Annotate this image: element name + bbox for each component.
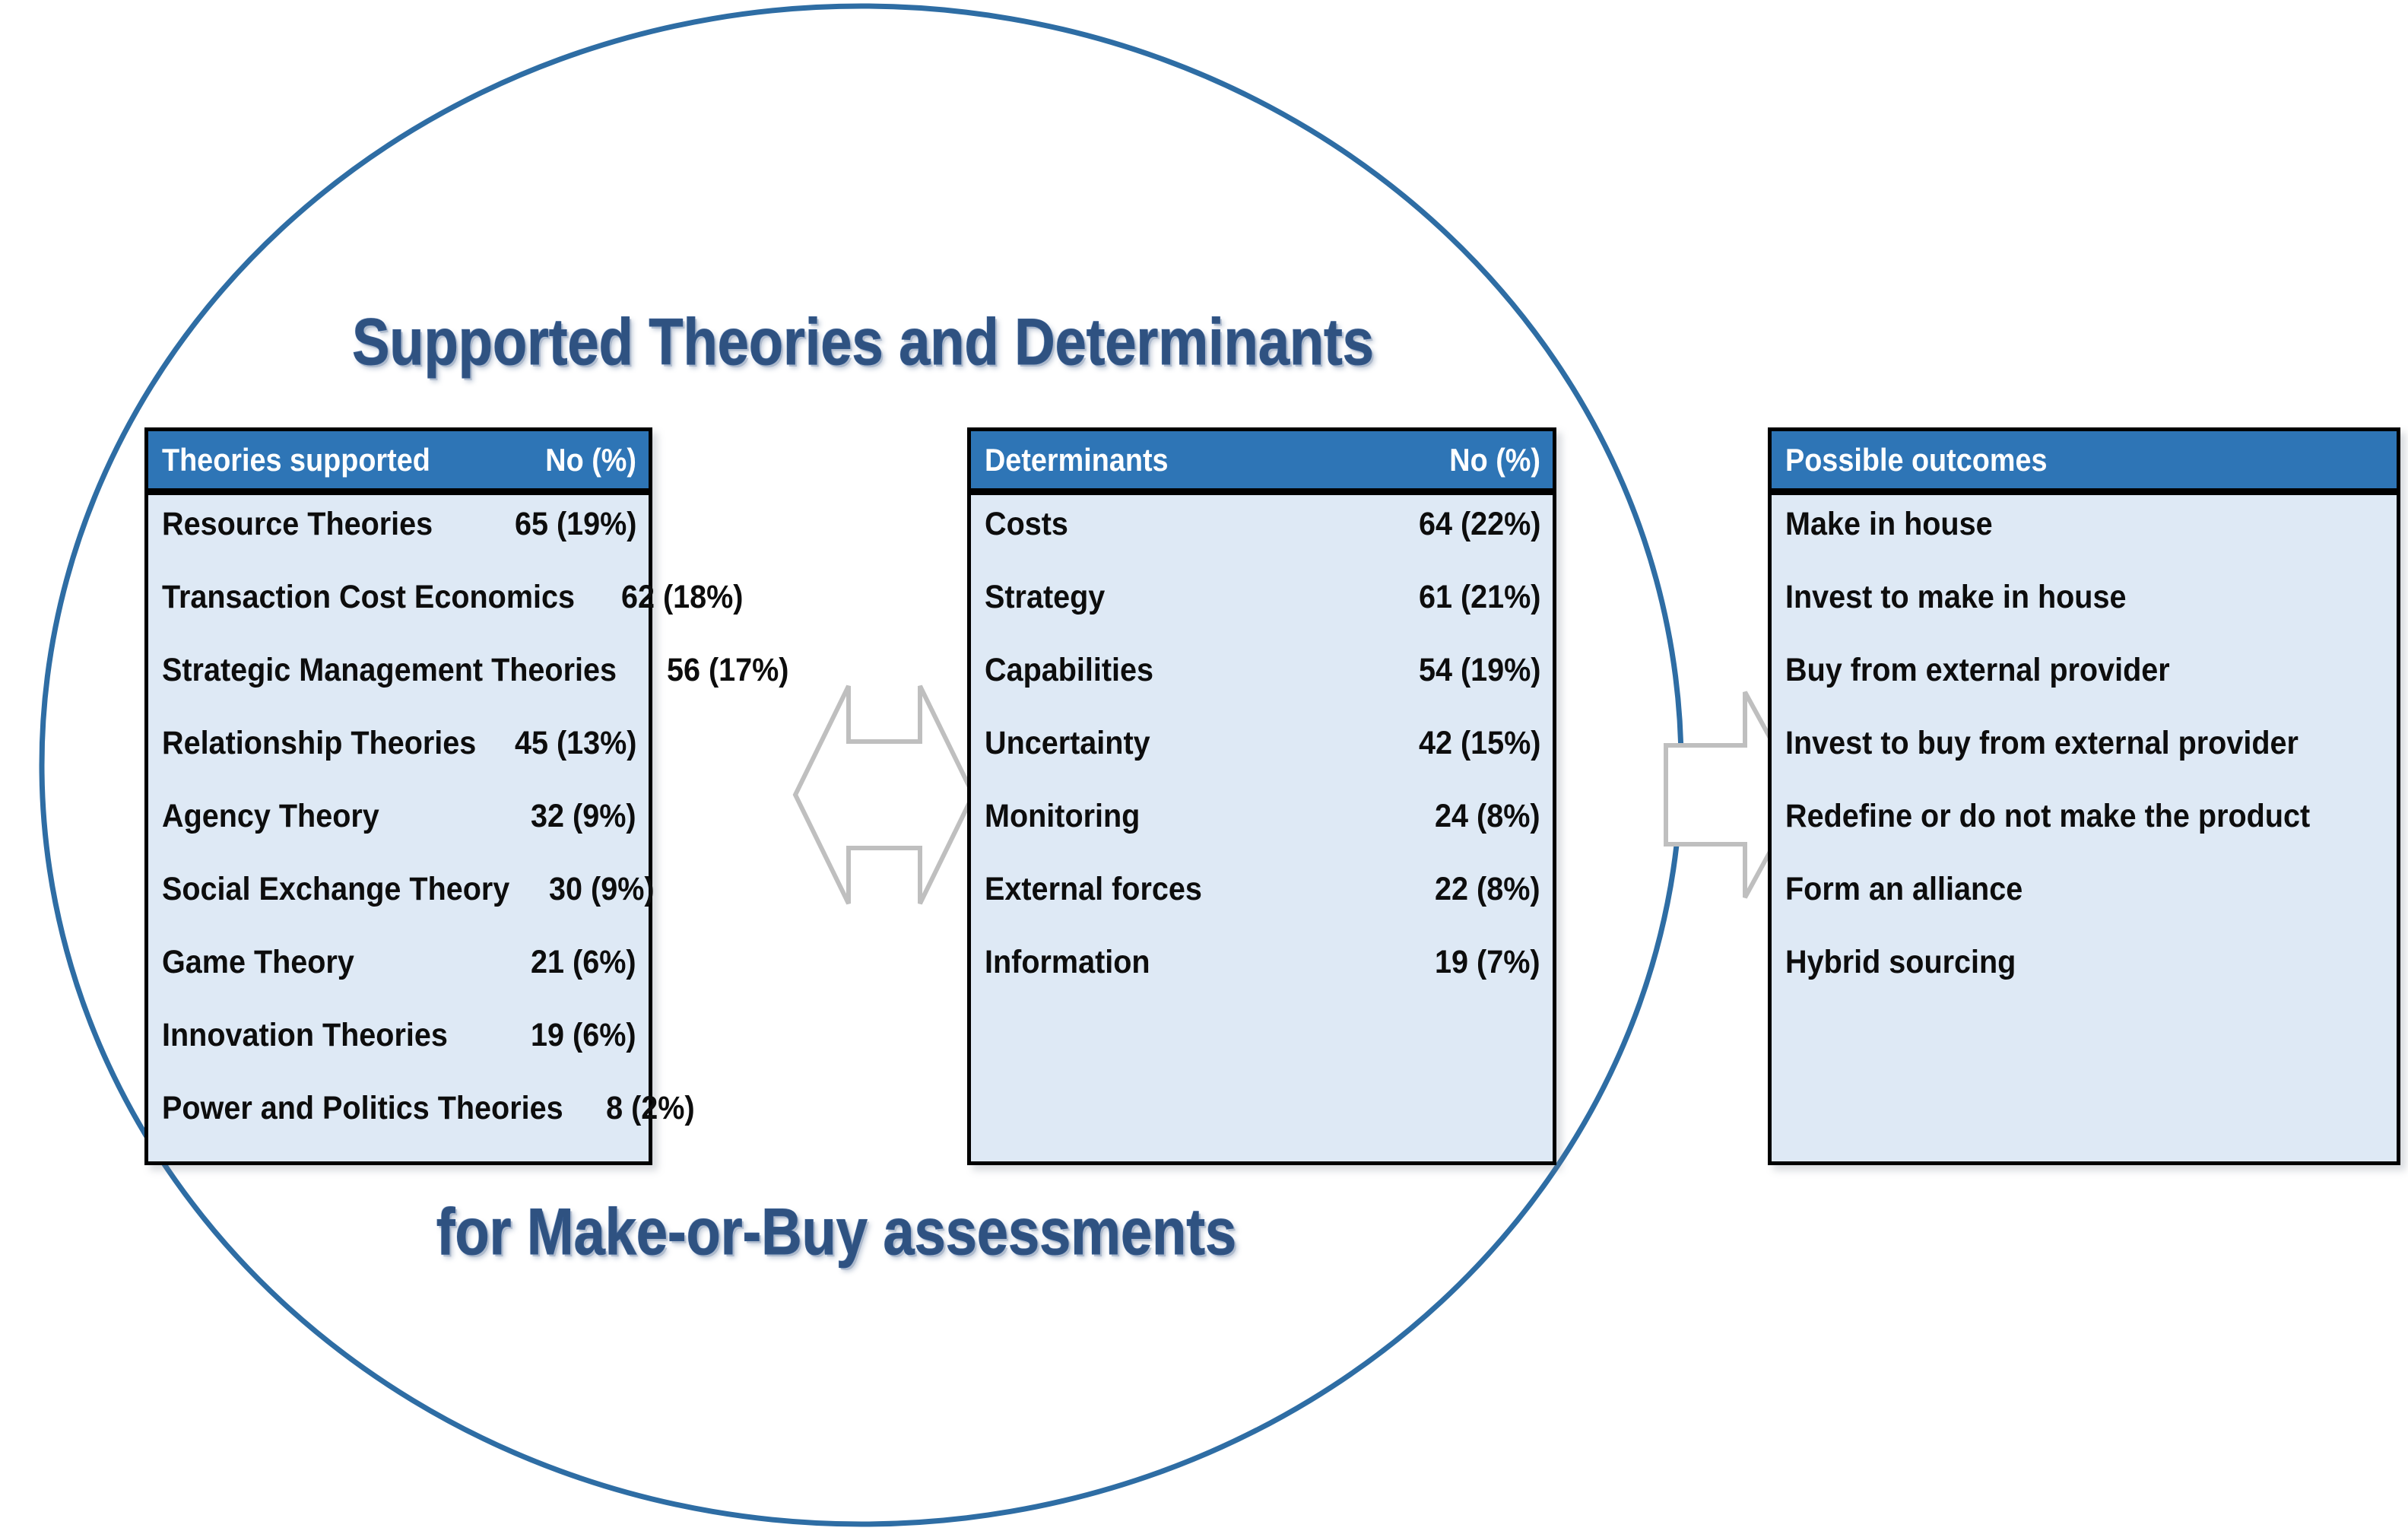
row-label: Uncertainty	[985, 725, 1150, 761]
outcomes-panel: Possible outcomes Make in house Invest t…	[1768, 427, 2400, 1165]
row-label: Strategy	[985, 579, 1106, 615]
row-label: Invest to buy from external provider	[1785, 725, 2299, 761]
theories-header-label: Theories supported	[162, 441, 430, 478]
row-label: Resource Theories	[162, 506, 433, 542]
row-label: Form an alliance	[1785, 871, 2023, 907]
theories-panel-body: Resource Theories 65 (19%) Transaction C…	[148, 495, 788, 1170]
row-label: Make in house	[1785, 506, 1993, 542]
outcomes-header-label: Possible outcomes	[1785, 441, 2048, 478]
row-label: Hybrid sourcing	[1785, 944, 2016, 980]
row-label: Relationship Theories	[162, 725, 477, 761]
row-label: Costs	[985, 506, 1068, 542]
list-item: Invest to buy from external provider	[1785, 725, 2384, 798]
table-row: Power and Politics Theories 8 (2%)	[162, 1090, 694, 1163]
table-row: Information 19 (7%)	[985, 944, 1540, 1017]
row-value: 64 (22%)	[1418, 506, 1540, 542]
determinants-panel: Determinants No (%) Costs 64 (22%) Strat…	[967, 427, 1556, 1165]
table-row: External forces 22 (8%)	[985, 871, 1540, 944]
determinants-header-label: Determinants	[985, 441, 1169, 478]
row-value: 56 (17%)	[666, 652, 789, 688]
outcomes-panel-header: Possible outcomes	[1772, 431, 2397, 495]
theories-header-value: No (%)	[545, 441, 636, 478]
row-label: Monitoring	[985, 798, 1141, 834]
determinants-panel-header: Determinants No (%)	[971, 431, 1553, 495]
table-row: Innovation Theories 19 (6%)	[162, 1017, 636, 1090]
list-item: Buy from external provider	[1785, 652, 2384, 725]
row-label: Innovation Theories	[162, 1017, 448, 1053]
row-value: 45 (13%)	[514, 725, 636, 761]
row-value: 42 (15%)	[1418, 725, 1540, 761]
list-item: Invest to make in house	[1785, 579, 2384, 652]
table-row: Relationship Theories 45 (13%)	[162, 725, 636, 798]
row-label: Game Theory	[162, 944, 354, 980]
row-label: Power and Politics Theories	[162, 1090, 563, 1126]
table-row: Agency Theory 32 (9%)	[162, 798, 636, 871]
list-item: Make in house	[1785, 506, 2384, 579]
row-value: 61 (21%)	[1418, 579, 1540, 615]
row-value: 19 (7%)	[1435, 944, 1540, 980]
row-value: 21 (6%)	[531, 944, 636, 980]
table-row: Uncertainty 42 (15%)	[985, 725, 1540, 798]
row-label: Social Exchange Theory	[162, 871, 510, 907]
row-label: Redefine or do not make the product	[1785, 798, 2311, 834]
list-item: Form an alliance	[1785, 871, 2384, 944]
row-value: 24 (8%)	[1435, 798, 1540, 834]
theories-panel: Theories supported No (%) Resource Theor…	[144, 427, 788, 1165]
table-row: Capabilities 54 (19%)	[985, 652, 1540, 725]
left-right-arrow-icon	[792, 685, 976, 905]
row-value: 54 (19%)	[1418, 652, 1540, 688]
row-label: Invest to make in house	[1785, 579, 2127, 615]
row-label: Capabilities	[985, 652, 1154, 688]
row-value: 22 (8%)	[1435, 871, 1540, 907]
row-label: Transaction Cost Economics	[162, 579, 575, 615]
figure-title-bottom: for Make-or-Buy assessments	[436, 1196, 1237, 1269]
table-row: Transaction Cost Economics 62 (18%)	[162, 579, 744, 652]
table-row: Costs 64 (22%)	[985, 506, 1540, 579]
list-item: Hybrid sourcing	[1785, 944, 2384, 1017]
row-label: Agency Theory	[162, 798, 379, 834]
row-value: 65 (19%)	[514, 506, 636, 542]
table-row: Resource Theories 65 (19%)	[162, 506, 636, 579]
row-label: Buy from external provider	[1785, 652, 2170, 688]
determinants-panel-body: Costs 64 (22%) Strategy 61 (21%) Capabil…	[971, 495, 1553, 1024]
row-value: 62 (18%)	[621, 579, 744, 615]
figure-title-top: Supported Theories and Determinants	[352, 306, 1375, 380]
row-value: 32 (9%)	[531, 798, 636, 834]
row-value: 19 (6%)	[531, 1017, 636, 1053]
list-item: Redefine or do not make the product	[1785, 798, 2384, 871]
row-value: 30 (9%)	[549, 871, 655, 907]
row-label: Information	[985, 944, 1150, 980]
outcomes-panel-body: Make in house Invest to make in house Bu…	[1772, 495, 2397, 1024]
table-row: Strategy 61 (21%)	[985, 579, 1540, 652]
determinants-header-value: No (%)	[1449, 441, 1540, 478]
theories-panel-header: Theories supported No (%)	[148, 431, 649, 495]
row-value: 8 (2%)	[605, 1090, 695, 1126]
table-row: Game Theory 21 (6%)	[162, 944, 636, 1017]
table-row: Social Exchange Theory 30 (9%)	[162, 871, 655, 944]
table-row: Monitoring 24 (8%)	[985, 798, 1540, 871]
row-label: Strategic Management Theories	[162, 652, 617, 688]
table-row: Strategic Management Theories 56 (17%)	[162, 652, 788, 725]
row-label: External forces	[985, 871, 1202, 907]
